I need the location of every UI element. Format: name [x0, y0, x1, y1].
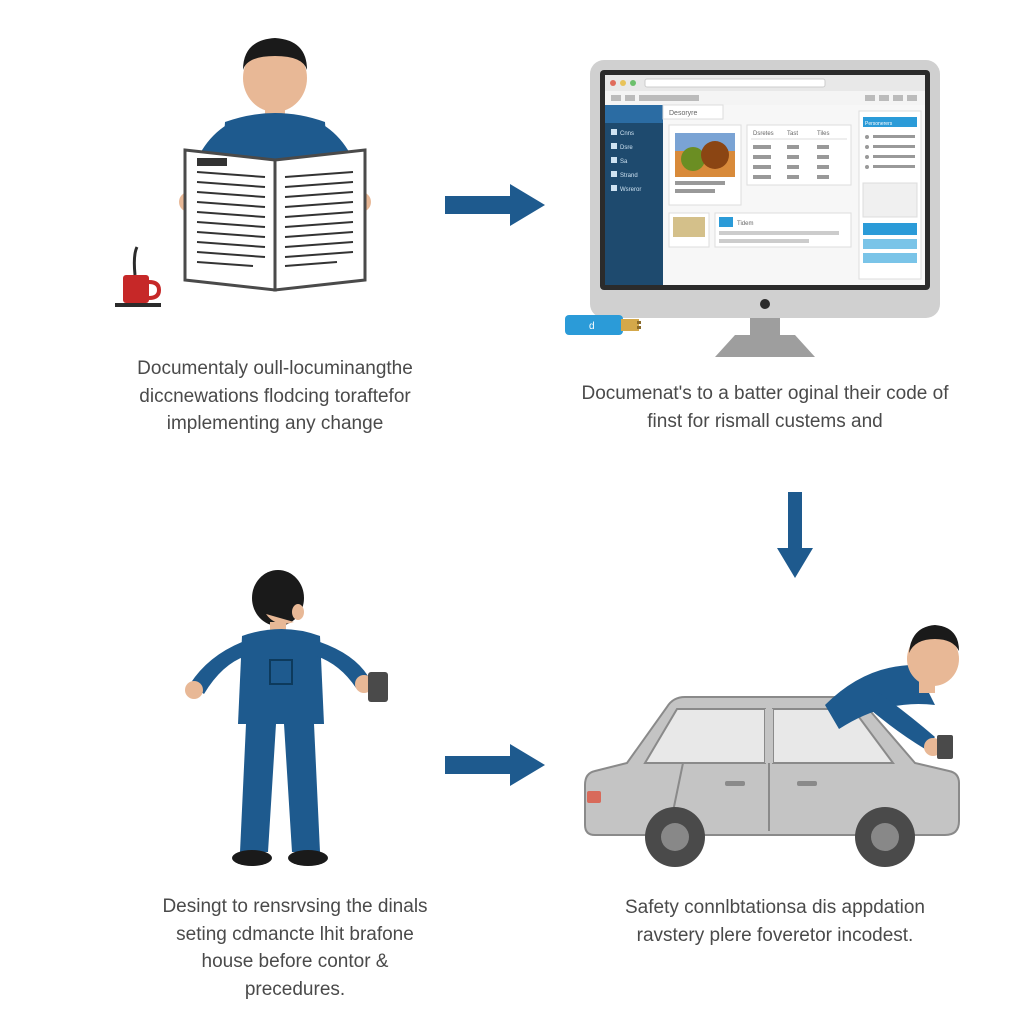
svg-text:Strand: Strand — [620, 173, 638, 179]
infographic-canvas: Documentaly oull-locuminangthe diccnewat… — [0, 0, 1024, 1024]
svg-text:Wsreror: Wsreror — [620, 187, 641, 193]
open-book-icon — [185, 150, 365, 290]
svg-text:Tast: Tast — [787, 131, 798, 137]
svg-text:Dsretes: Dsretes — [753, 131, 774, 137]
phone-icon — [368, 672, 388, 702]
arrow-right-2-icon — [440, 740, 550, 795]
svg-text:Tiles: Tiles — [817, 131, 829, 137]
svg-text:Cnns: Cnns — [620, 131, 634, 137]
coffee-mug-icon — [115, 247, 161, 307]
person-reading-book-icon — [115, 30, 435, 330]
svg-text:d: d — [589, 321, 595, 332]
panel-bottom-right: Safety connlbtationsa dis appdation ravs… — [565, 575, 985, 985]
caption-bottom-right: Safety connlbtationsa dis appdation ravs… — [565, 894, 985, 949]
svg-text:Sa: Sa — [620, 159, 628, 165]
panel-top-left: Documentaly oull-locuminangthe diccnewat… — [115, 30, 435, 470]
caption-bottom-left: Desingt to rensrvsing the dinals seting … — [150, 893, 440, 1003]
svg-text:Desoryre: Desoryre — [669, 110, 698, 117]
caption-top-left: Documentaly oull-locuminangthe diccnewat… — [115, 355, 435, 438]
svg-text:Personerers: Personerers — [865, 121, 893, 127]
caption-top-right: Documenat's to a batter oginal their cod… — [565, 380, 965, 435]
svg-text:Tidem: Tidem — [737, 221, 753, 227]
arrow-down-icon — [775, 490, 815, 585]
person-standing-icon — [150, 560, 440, 880]
panel-top-right: Cnns Dsre Sa Strand Wsreror Desoryre Dsr… — [565, 55, 965, 470]
svg-text:Dsre: Dsre — [620, 145, 633, 151]
panel-bottom-left: Desingt to rensrvsing the dinals seting … — [150, 560, 440, 985]
arrow-right-1-icon — [440, 180, 550, 235]
person-with-car-icon — [565, 575, 985, 885]
desktop-monitor-icon: Cnns Dsre Sa Strand Wsreror Desoryre Dsr… — [565, 55, 965, 365]
